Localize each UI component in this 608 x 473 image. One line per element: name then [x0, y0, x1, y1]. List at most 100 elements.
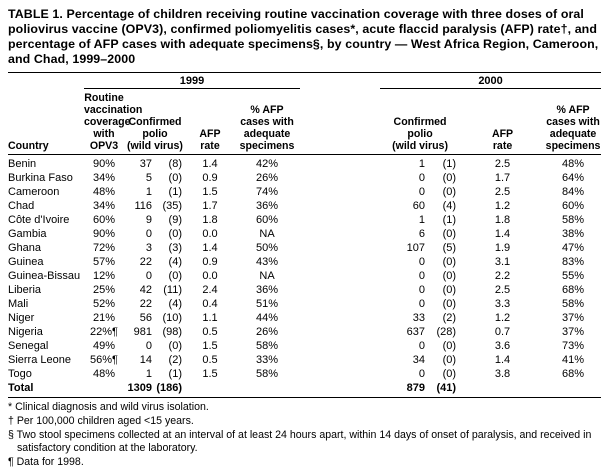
cell-polio-2000-wild: (0)	[442, 228, 457, 240]
cell-afp-rate-1999: 1.4	[202, 242, 218, 254]
cell-polio-1999-cases: 1	[145, 368, 152, 380]
total-polio-1999-cases: 1309	[124, 381, 152, 398]
table-title: TABLE 1. Percentage of children receivin…	[8, 7, 599, 66]
cell-opv3-coverage: 72%	[92, 242, 116, 254]
cell-specimens-1999: 36%	[256, 200, 279, 212]
cell-polio-1999-cases: 22	[139, 298, 152, 310]
cell-polio-2000-cases: 0	[418, 298, 426, 310]
cell-afp-rate-2000: 3.6	[494, 340, 511, 352]
cell-afp-rate-2000: 1.2	[494, 312, 511, 324]
cell-polio-1999-wild: (2)	[168, 354, 182, 366]
cell-polio-1999-cases: 22	[139, 256, 152, 268]
footnote-asterisk: * Clinical diagnosis and wild virus isol…	[8, 401, 209, 413]
footnote-section: § Two stool specimens collected at an in…	[8, 429, 592, 454]
cell-country: Mali	[8, 298, 29, 310]
cell-afp-rate-1999: 1.5	[202, 186, 218, 198]
cell-polio-1999-cases: 981	[133, 326, 152, 338]
cell-country: Guinea-Bissau	[8, 270, 81, 282]
cell-afp-rate-2000: 2.5	[494, 284, 511, 296]
table-row: Benin 90% 37 (8) 1.4 42% 1 (1) 2.5 48%	[8, 155, 601, 172]
header-country: Country	[8, 88, 84, 155]
cell-polio-1999-cases: 37	[139, 158, 152, 170]
table-row: Mali 52% 22 (4) 0.4 51% 0 (0) 3.3 58%	[8, 297, 601, 311]
cell-polio-1999-wild: (98)	[162, 326, 182, 338]
cell-afp-rate-1999: 1.5	[202, 340, 218, 352]
table-row: Togo 48% 1 (1) 1.5 58% 0 (0) 3.8 68%	[8, 367, 601, 381]
table-row: Gambia 90% 0 (0) 0.0 NA 6 (0) 1.4 38%	[8, 227, 601, 241]
total-spec-1999-empty	[234, 381, 301, 398]
table-row: Chad 34% 116 (35) 1.7 36% 60 (4) 1.2 60%	[8, 199, 601, 213]
cell-polio-2000-cases: 60	[412, 200, 426, 212]
cell-polio-1999-wild: (0)	[168, 172, 182, 184]
cell-specimens-2000: 37%	[562, 326, 585, 338]
cell-polio-2000-cases: 107	[406, 242, 426, 254]
cell-country: Chad	[8, 200, 35, 212]
cell-afp-rate-2000: 1.4	[494, 228, 511, 240]
cell-polio-1999-wild: (1)	[168, 186, 182, 198]
cell-polio-1999-cases: 0	[145, 228, 152, 240]
cell-opv3-coverage: 60%	[92, 214, 116, 226]
cell-country: Guinea	[8, 256, 44, 268]
cell-polio-1999-wild: (10)	[162, 312, 182, 324]
cell-polio-2000-cases: 33	[412, 312, 426, 324]
footnotes: * Clinical diagnosis and wild virus isol…	[8, 401, 601, 469]
table-row: Cameroon 48% 1 (1) 1.5 74% 0 (0) 2.5 84%	[8, 185, 601, 199]
cell-polio-1999-wild: (3)	[168, 242, 182, 254]
cell-polio-1999-cases: 0	[145, 340, 152, 352]
header-afp-rate-1999: AFP rate	[186, 88, 234, 155]
cell-gap	[300, 255, 380, 269]
cell-afp-rate-1999: 0.5	[202, 354, 218, 366]
cell-gap	[300, 241, 380, 255]
cell-country: Nigeria	[8, 326, 43, 338]
table-row: Senegal 49% 0 (0) 1.5 58% 0 (0) 3.6 73%	[8, 339, 601, 353]
year-group-1999: 1999	[84, 72, 301, 89]
cell-country: Gambia	[8, 228, 47, 240]
cell-specimens-1999: 33%	[256, 354, 279, 366]
cell-polio-2000-cases: 34	[412, 354, 426, 366]
header-gap	[300, 88, 381, 155]
cell-polio-2000-wild: (0)	[442, 340, 457, 352]
cell-afp-rate-2000: 1.8	[494, 214, 511, 226]
cell-afp-rate-1999: 0.5	[202, 326, 218, 338]
cell-gap	[300, 283, 380, 297]
cell-afp-rate-1999: 0.0	[202, 228, 218, 240]
cell-polio-2000-wild: (0)	[442, 284, 457, 296]
cell-polio-1999-cases: 14	[139, 354, 152, 366]
cell-afp-rate-1999: 1.1	[202, 312, 218, 324]
cell-polio-2000-cases: 0	[418, 284, 426, 296]
cell-country: Liberia	[8, 284, 42, 296]
cell-gap	[300, 325, 380, 339]
total-afp-1999-empty	[186, 381, 234, 398]
cell-polio-2000-wild: (0)	[442, 298, 457, 310]
cell-polio-2000-cases: 0	[418, 270, 426, 282]
cell-specimens-2000: 68%	[562, 284, 585, 296]
table-row: Niger 21% 56 (10) 1.1 44% 33 (2) 1.2 37%	[8, 311, 601, 325]
cell-specimens-1999: 43%	[256, 256, 279, 268]
cell-country: Burkina Faso	[8, 172, 73, 184]
cell-gap	[300, 311, 380, 325]
cell-opv3-coverage: 52%	[92, 298, 116, 310]
footnote-pilcrow: ¶ Data for 1998.	[8, 456, 84, 468]
cell-opv3-coverage: 34%	[92, 172, 116, 184]
cell-polio-1999-wild: (4)	[168, 298, 182, 310]
cell-opv3-coverage: 22%¶	[90, 326, 118, 338]
table-row: Côte d'Ivoire 60% 9 (9) 1.8 60% 1 (1) 1.…	[8, 213, 601, 227]
cell-polio-2000-wild: (2)	[442, 312, 457, 324]
header-confirmed-polio-1999: Confirmed polio (wild virus)	[124, 88, 186, 155]
cell-polio-1999-wild: (0)	[168, 340, 182, 352]
cell-specimens-1999: 58%	[256, 368, 279, 380]
cell-afp-rate-2000: 2.5	[494, 186, 511, 198]
cell-specimens-2000: 55%	[562, 270, 585, 282]
column-header-row: Country Routine vaccination coverage wit…	[8, 88, 602, 155]
cell-specimens-1999: 26%	[256, 326, 279, 338]
table-row: Guinea-Bissau 12% 0 (0) 0.0 NA 0 (0) 2.2…	[8, 269, 601, 283]
year-group-row: 1999 2000	[8, 72, 602, 89]
total-polio-1999-wild: (186)	[152, 381, 186, 398]
table-total: Total 1309 (186) 879 (41)	[8, 381, 602, 398]
year-group-2000: 2000	[380, 72, 602, 89]
cell-specimens-2000: 37%	[562, 312, 585, 324]
cell-polio-1999-wild: (1)	[168, 368, 182, 380]
cell-polio-1999-cases: 3	[145, 242, 152, 254]
cell-country: Côte d'Ivoire	[8, 214, 70, 226]
